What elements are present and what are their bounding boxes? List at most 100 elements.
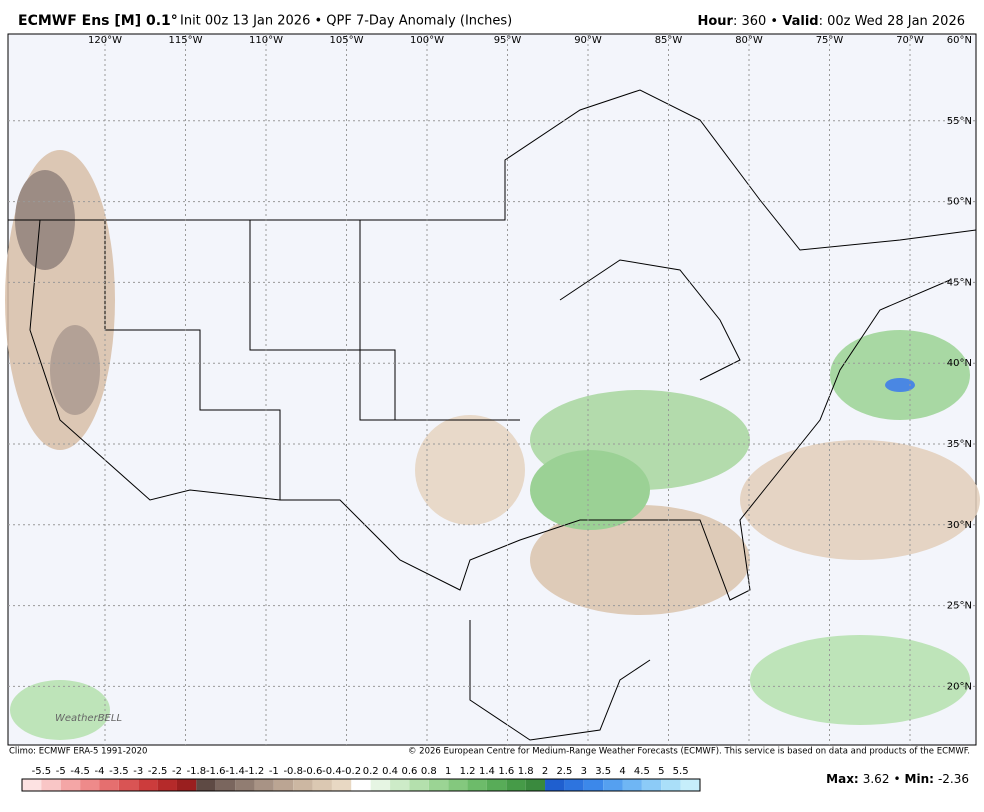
color-swatch <box>409 779 429 791</box>
stats-separator: • <box>893 772 900 786</box>
colorbar-label: 2.5 <box>556 766 572 777</box>
colorbar-label: -1.2 <box>245 766 265 777</box>
color-swatch <box>486 779 507 791</box>
lon-label: 115°W <box>169 35 203 46</box>
lon-label: 95°W <box>494 35 522 46</box>
valid-part: : 360 • <box>733 14 782 29</box>
color-swatch <box>428 779 449 791</box>
lat-label: 55°N <box>947 116 972 127</box>
color-swatch <box>506 779 526 791</box>
color-swatch <box>60 779 81 791</box>
color-swatch <box>525 779 546 791</box>
color-swatch <box>312 779 332 791</box>
lat-label: 20°N <box>947 681 972 692</box>
colorbar-label: 4 <box>619 766 625 777</box>
color-swatch <box>99 779 119 791</box>
colorbar-label: -5 <box>56 766 66 777</box>
color-swatch <box>390 779 410 791</box>
lon-label: 70°W <box>896 35 924 46</box>
color-swatch <box>215 779 236 791</box>
colorbar-label: 1.4 <box>479 766 495 777</box>
colorbar-label: 0.8 <box>421 766 437 777</box>
colorbar-label: 1.6 <box>498 766 514 777</box>
lat-label: 45°N <box>947 277 972 288</box>
colorbar-label: 5.5 <box>673 766 689 777</box>
colorbar-frame <box>21 778 701 792</box>
color-swatch <box>196 779 216 791</box>
color-swatch <box>622 779 642 791</box>
colorbar-label: 0.4 <box>382 766 398 777</box>
color-swatch <box>351 779 371 791</box>
color-swatch <box>118 779 139 791</box>
map: WeatherBELL <box>5 33 980 746</box>
lon-label: 110°W <box>249 35 283 46</box>
climo-note: Climo: ECMWF ERA-5 1991-2020 <box>9 747 147 757</box>
stats-min-label: Min: <box>905 772 934 786</box>
color-swatch <box>448 779 468 791</box>
lat-label: 30°N <box>947 520 972 531</box>
colorbar-label: -0.6 <box>303 766 323 777</box>
valid-info: Hour: 360 • Valid: 00z Wed 28 Jan 2026 <box>697 14 965 29</box>
colorbar-label: 1.8 <box>518 766 534 777</box>
colorbar-label: 1 <box>445 766 451 777</box>
logo: WeatherBELL <box>55 713 122 724</box>
color-swatch <box>564 779 584 791</box>
valid-part: Hour <box>697 14 733 29</box>
lon-label: 90°W <box>574 35 602 46</box>
color-swatch <box>41 779 61 791</box>
lon-label: 100°W <box>410 35 444 46</box>
colorbar-label: 0.2 <box>363 766 379 777</box>
color-swatch <box>583 779 604 791</box>
colorbar-label: -1.8 <box>187 766 207 777</box>
color-swatch <box>80 779 100 791</box>
lat-label: 25°N <box>947 601 972 612</box>
title: ECMWF Ens [M] 0.1° <box>18 13 178 29</box>
color-swatch <box>603 779 623 791</box>
stats-max-label: Max: <box>826 772 859 786</box>
lon-label: 105°W <box>330 35 364 46</box>
color-swatch <box>254 779 274 791</box>
colorbar-label: 1.2 <box>460 766 476 777</box>
colorbar-label: -0.2 <box>342 766 362 777</box>
stats-max: 3.62 <box>863 772 890 786</box>
colorbar-label: -1 <box>269 766 279 777</box>
map-frame <box>7 33 977 746</box>
graticule <box>8 34 976 745</box>
lat-label: 50°N <box>947 197 972 208</box>
valid-part: : 00z Wed 28 Jan 2026 <box>819 14 965 29</box>
lon-label: 80°W <box>735 35 763 46</box>
color-swatch <box>641 779 662 791</box>
valid-part: Valid <box>782 14 818 29</box>
colorbar: -5.5 -5 -4.5 -4 -3.5 -3 -2.5 -2 -1.8 -1.6 -1.4 -1.2… <box>21 766 701 792</box>
color-swatch <box>22 779 42 791</box>
colorbar-label: -4.5 <box>70 766 90 777</box>
color-swatch <box>235 779 255 791</box>
colorbar-label: 3 <box>581 766 587 777</box>
colorbar-label: -1.4 <box>225 766 245 777</box>
lon-label: 120°W <box>88 35 122 46</box>
lat-label: 60°N <box>947 35 972 46</box>
color-swatch <box>370 779 391 791</box>
colorbar-label: -2 <box>172 766 182 777</box>
lon-label: 85°W <box>655 35 683 46</box>
color-swatch <box>467 779 487 791</box>
copyright: © 2026 European Centre for Medium-Range … <box>408 747 970 757</box>
colorbar-label: -3 <box>133 766 143 777</box>
color-swatch <box>293 779 313 791</box>
color-swatch <box>680 779 700 791</box>
colorbar-label: -5.5 <box>32 766 52 777</box>
color-swatch <box>331 779 352 791</box>
color-swatch <box>661 779 681 791</box>
colorbar-label: 4.5 <box>634 766 650 777</box>
colorbar-label: -2.5 <box>148 766 168 777</box>
lat-label: 35°N <box>947 439 972 450</box>
lat-label: 40°N <box>947 358 972 369</box>
color-swatch <box>157 779 177 791</box>
colorbar-label: -0.8 <box>283 766 303 777</box>
color-swatch <box>545 779 565 791</box>
stats-min: -2.36 <box>938 772 969 786</box>
color-swatch <box>138 779 158 791</box>
colorbar-label: 0.6 <box>401 766 417 777</box>
colorbar-label: -1.6 <box>206 766 226 777</box>
color-swatch <box>273 779 294 791</box>
